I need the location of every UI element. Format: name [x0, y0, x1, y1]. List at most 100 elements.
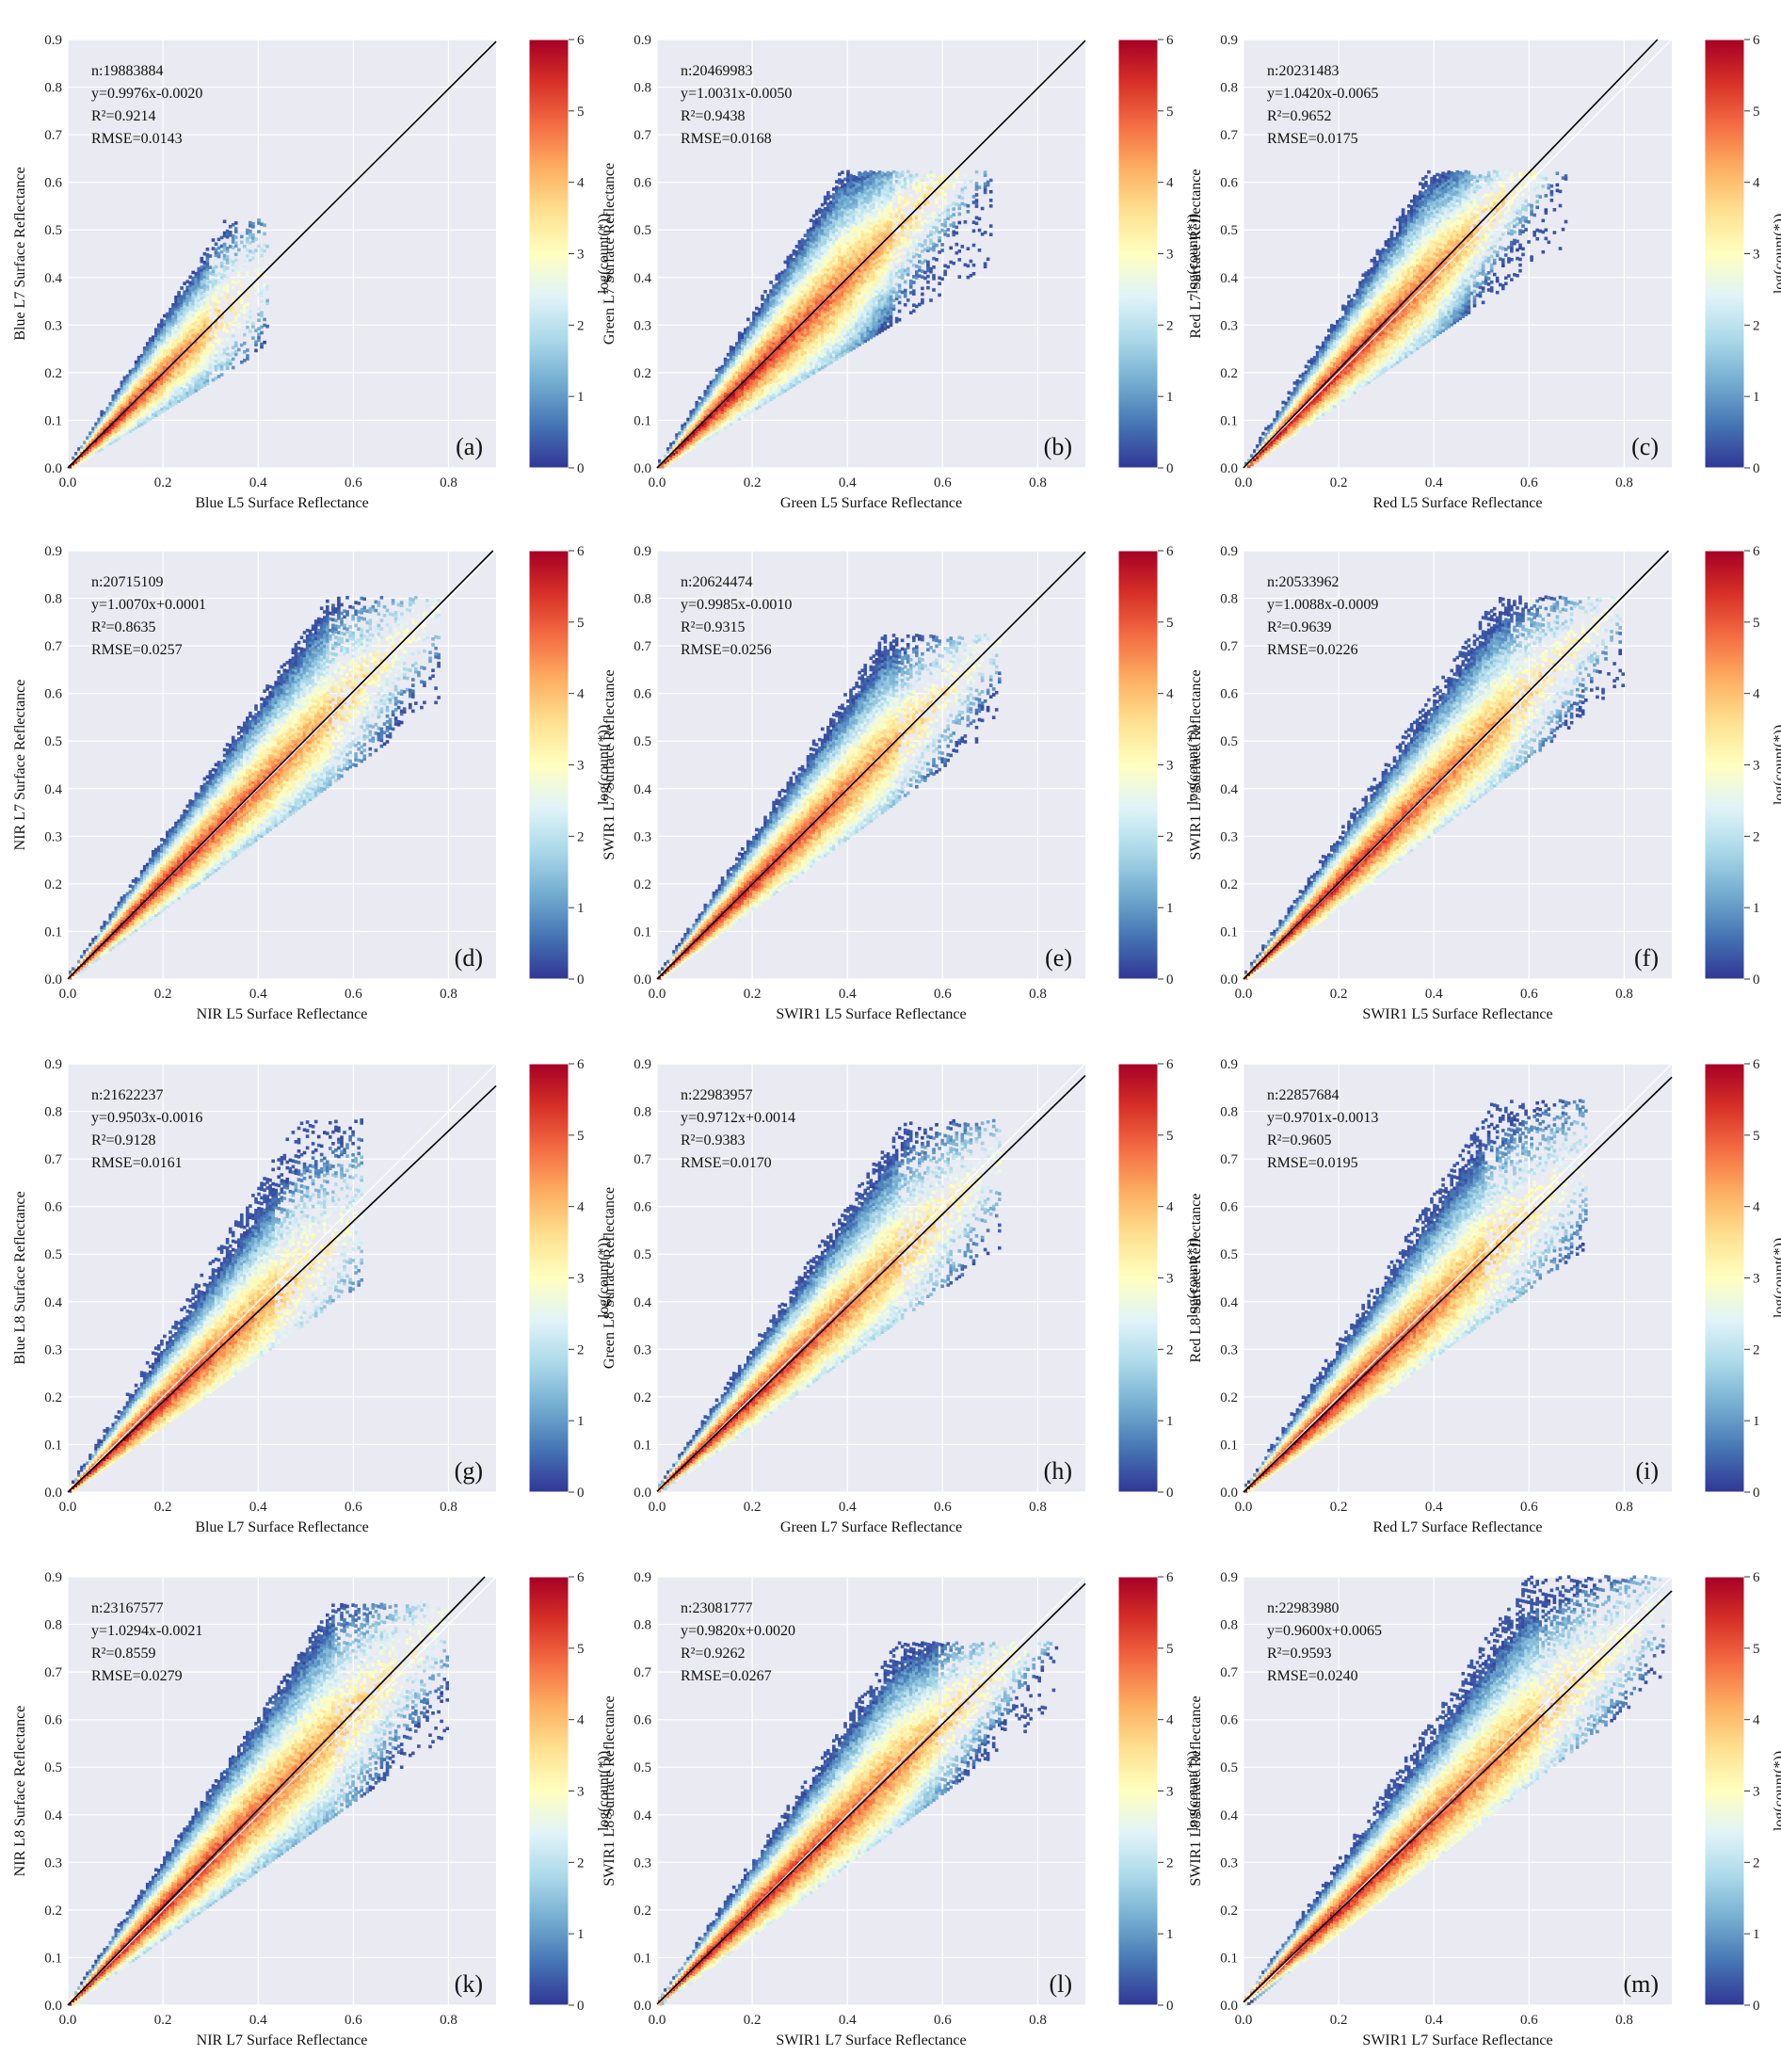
density-cell [149, 363, 152, 367]
density-cell [909, 225, 913, 229]
density-cell [763, 333, 767, 337]
density-cell [263, 249, 266, 253]
density-cell [226, 247, 230, 250]
density-cell [257, 265, 261, 268]
stat-equation: y=0.9976x-0.0020 [91, 86, 202, 102]
density-cell [849, 280, 853, 283]
density-cell [909, 311, 913, 314]
density-cell [849, 219, 853, 223]
density-cell [229, 231, 233, 234]
density-cell [132, 391, 136, 394]
density-cell [858, 251, 861, 255]
density-cell [772, 382, 776, 386]
density-cell [201, 299, 204, 303]
density-cell [183, 313, 186, 317]
density-cell [226, 261, 230, 265]
density-cell [157, 335, 161, 339]
stat-r2: R²=0.9214 [91, 108, 156, 124]
density-cell [215, 330, 218, 334]
density-cell [763, 376, 767, 379]
density-cell [257, 267, 261, 271]
density-cell [257, 318, 261, 322]
density-cell [907, 256, 910, 260]
density-cell [780, 328, 784, 331]
density-cell [798, 351, 802, 355]
density-cell [780, 371, 784, 375]
density-cell [884, 324, 888, 328]
density-cell [807, 229, 810, 233]
density-cell [157, 369, 161, 373]
density-cell [866, 286, 870, 290]
density-cell [772, 364, 776, 368]
density-cell [849, 305, 853, 309]
density-cell [780, 336, 784, 340]
density-cell [237, 274, 241, 278]
density-cell [849, 331, 853, 335]
density-cell [875, 283, 879, 287]
density-cell [780, 319, 784, 323]
density-cell [849, 246, 853, 249]
density-cell [858, 174, 861, 178]
density-cell [220, 293, 224, 297]
y-tick-label: 0.5 [44, 223, 62, 238]
density-cell [713, 419, 716, 423]
density-cell [858, 243, 861, 247]
density-cell [738, 363, 742, 367]
density-cell [907, 235, 910, 239]
density-cell [234, 241, 238, 245]
density-cell [174, 350, 178, 354]
density-cell [866, 226, 870, 230]
density-cell [901, 197, 905, 201]
density-cell [884, 273, 888, 277]
density-cell [730, 371, 733, 375]
density-cell [243, 342, 247, 345]
density-cell [824, 276, 827, 280]
density-cell [790, 385, 794, 389]
density-cell [824, 267, 827, 271]
density-cell [807, 272, 810, 276]
density-cell [149, 406, 152, 410]
density-cell [149, 397, 152, 401]
density-cell [841, 316, 844, 320]
density-cell [901, 262, 905, 265]
density-cell [798, 292, 802, 296]
density-cell [866, 201, 870, 204]
density-cell [841, 222, 844, 226]
density-cell [841, 231, 844, 234]
density-cell [832, 267, 836, 271]
density-cell [254, 237, 258, 241]
density-cell [866, 303, 870, 307]
density-cell [243, 259, 247, 263]
density-cell [191, 379, 195, 383]
density-cell [790, 309, 794, 313]
density-cell [832, 345, 836, 348]
density-cell [832, 319, 836, 323]
colorbar-gradient [529, 40, 569, 468]
density-cell [237, 271, 241, 275]
density-cell [849, 340, 853, 344]
density-cell [866, 295, 870, 298]
density-cell [260, 280, 264, 283]
density-cell [88, 431, 92, 435]
density-cell [858, 183, 861, 186]
density-cell [220, 345, 224, 348]
density-cell [824, 293, 827, 297]
density-cell [201, 360, 204, 363]
density-cell [174, 376, 178, 379]
density-cell [815, 287, 819, 291]
density-cell [790, 377, 794, 380]
density-cell [265, 245, 269, 249]
density-cell [763, 401, 767, 405]
density-cell [841, 248, 844, 251]
density-cell [858, 226, 861, 230]
density-cell [254, 349, 258, 353]
density-cell [790, 317, 794, 321]
density-cell [157, 394, 161, 398]
density-cell [251, 325, 255, 329]
density-cell [738, 355, 742, 359]
density-cell [260, 314, 264, 318]
density-cell [763, 290, 767, 294]
density-cell [909, 291, 913, 295]
density-cell [226, 338, 230, 342]
density-cell [149, 355, 152, 359]
